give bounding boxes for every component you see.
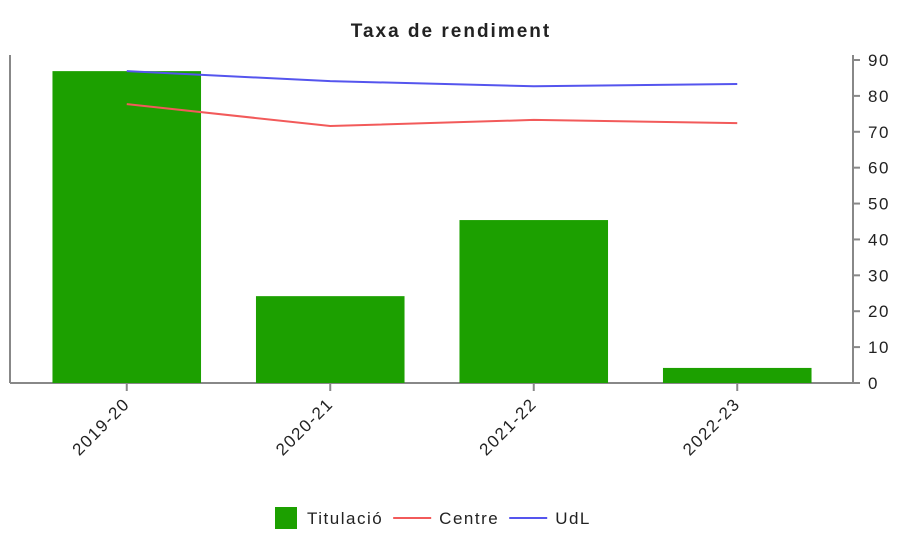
y-tick-label: 20 [868, 302, 890, 321]
y-tick-label: 50 [868, 195, 890, 214]
x-tick-label: 2020-21 [272, 394, 337, 459]
y-tick-label: 60 [868, 159, 890, 178]
y-tick-label: 80 [868, 87, 890, 106]
legend-label: Titulació [307, 509, 383, 528]
line [126, 70, 738, 88]
x-tick-label: 2019-20 [69, 394, 134, 459]
y-tick-label: 40 [868, 230, 890, 249]
chart-title: Taxa de rendiment [351, 21, 551, 42]
y-tick-label: 0 [868, 374, 879, 393]
bar [662, 367, 812, 383]
legend-label: Centre [439, 509, 499, 528]
legend-swatch [275, 507, 297, 529]
y-tick-label: 30 [868, 266, 890, 285]
y-tick-label: 70 [868, 123, 890, 142]
y-tick-label: 90 [868, 51, 890, 70]
line [126, 103, 738, 128]
x-tick-label: 2021-22 [476, 394, 541, 459]
x-tick-label: 2022-23 [679, 394, 744, 459]
y-tick-label: 10 [868, 338, 890, 357]
bar [255, 296, 405, 383]
legend-label: UdL [555, 509, 591, 528]
bar [459, 220, 609, 383]
bar [52, 71, 202, 384]
